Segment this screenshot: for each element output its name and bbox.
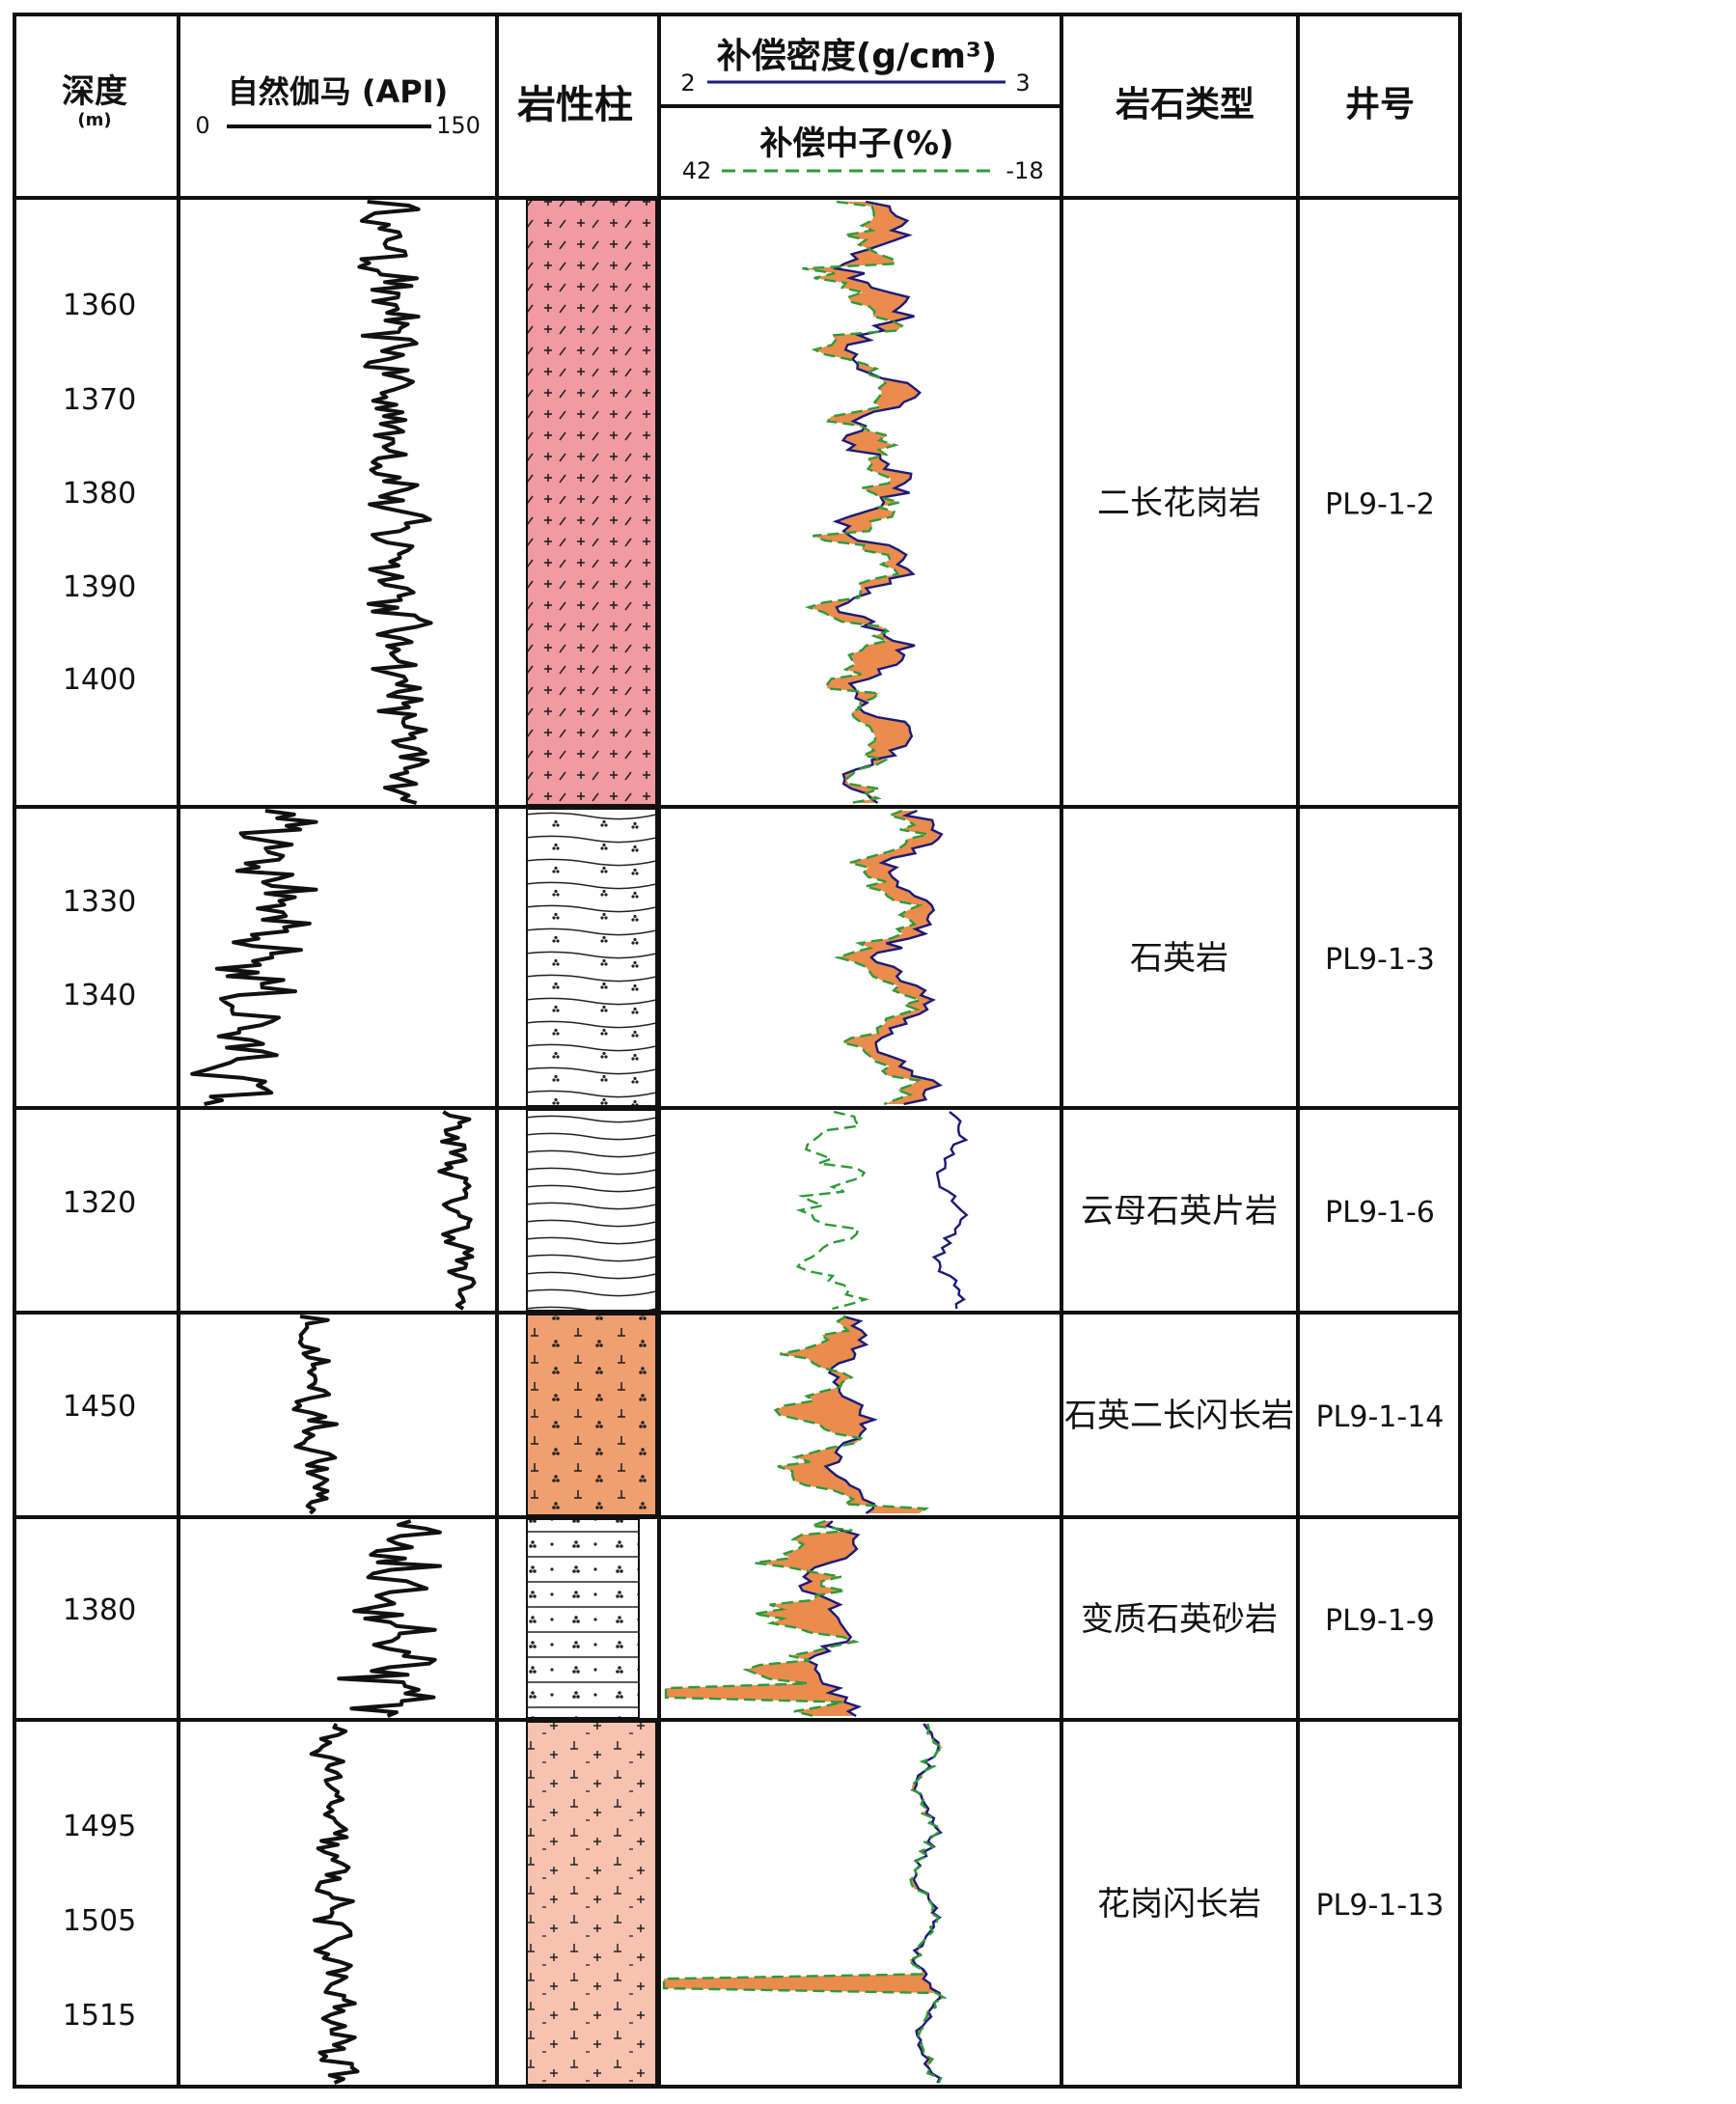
neutron-scale-max: -18 [1006, 157, 1043, 184]
depth-label: 1515 [63, 1999, 136, 2033]
well-label: PL9-1-14 [1316, 1400, 1445, 1434]
gamma-curve [309, 1723, 360, 2085]
depth-label: 1380 [63, 477, 136, 511]
lithology-column [526, 199, 657, 2086]
gamma-curve [437, 1110, 477, 1311]
density-curve [911, 1723, 943, 2084]
sandstone-icon [526, 1518, 640, 1719]
density-curve [832, 200, 922, 804]
depth-label: 1380 [63, 1593, 136, 1627]
granodiorite-icon [526, 1721, 657, 2086]
depth-label: 1400 [63, 663, 136, 697]
crossover-fill [664, 1724, 945, 2083]
depth-label: 1370 [63, 383, 136, 417]
depth-label: 1390 [63, 570, 136, 604]
depth-label: 1330 [63, 885, 136, 919]
depth-unit: (m) [77, 110, 111, 130]
table-grid [13, 13, 1462, 2089]
neutron-curve [802, 200, 904, 805]
rock-type-header: 岩石类型 [1116, 85, 1254, 125]
neutron-curve [773, 1315, 930, 1514]
rock-type-label: 云母石英片岩 [1081, 1192, 1278, 1231]
density-scale-max: 3 [1015, 69, 1030, 97]
neutron-curve [834, 809, 928, 1106]
quartzite-icon [526, 808, 657, 1107]
depth-header: 深度 [62, 72, 127, 111]
gamma-scale-max: 150 [436, 112, 481, 139]
well-label: PL9-1-9 [1325, 1604, 1435, 1638]
table-header: 深度 (m) 自然伽马 (API) 0 150 岩性柱 补偿密度(g/cm³) … [62, 36, 1415, 184]
rock-type-label: 二长花岗岩 [1097, 484, 1261, 523]
depth-label: 1340 [63, 979, 136, 1012]
gamma-curve [337, 1519, 442, 1718]
density-header: 补偿密度(g/cm³) [717, 36, 997, 76]
lithology-header: 岩性柱 [517, 83, 633, 127]
rock-type-label: 石英岩 [1130, 939, 1228, 978]
crossover-fill [802, 202, 921, 803]
neutron-curve [664, 1519, 860, 1718]
crossover-fill [775, 1316, 926, 1513]
rock-type-label: 花岗闪长岩 [1097, 1885, 1261, 1924]
density-curve [869, 809, 944, 1106]
neutron-scale-min: 42 [682, 157, 712, 184]
rock-type-label: 变质石英砂岩 [1081, 1600, 1278, 1639]
table-border [13, 13, 1462, 2089]
section-labels: 1360 1370 1380 1390 1400 二长花岗岩 PL9-1-2 1330 1340… [63, 289, 1445, 2033]
neutron-header: 补偿中子(%) [759, 125, 953, 163]
gamma-curve [357, 200, 433, 805]
granite-pink-icon [526, 199, 657, 806]
gamma-scale-min: 0 [195, 112, 209, 139]
gamma-curve [190, 809, 318, 1106]
log-curves [190, 200, 969, 2085]
schist-icon [526, 1109, 657, 1312]
depth-label: 1495 [63, 1810, 136, 1843]
rock-type-label: 石英二长闪长岩 [1064, 1397, 1294, 1435]
density-curve [823, 1315, 878, 1514]
well-label: PL9-1-6 [1325, 1196, 1435, 1230]
well-label: PL9-1-13 [1316, 1889, 1445, 1923]
neutron-curve [795, 1110, 870, 1311]
well-label: PL9-1-3 [1325, 943, 1435, 977]
crossover-fill [838, 811, 942, 1104]
gamma-curve [291, 1315, 339, 1515]
density-curve [931, 1111, 969, 1310]
well-label: PL9-1-2 [1325, 488, 1435, 522]
depth-label: 1505 [63, 1904, 136, 1938]
density-scale-min: 2 [680, 69, 695, 97]
depth-label: 1450 [63, 1390, 136, 1424]
depth-label: 1320 [63, 1186, 136, 1220]
density-curve [798, 1520, 863, 1718]
well-header: 井号 [1345, 85, 1415, 125]
gamma-header: 自然伽马 (API) [228, 73, 449, 110]
depth-label: 1360 [63, 289, 136, 322]
neutron-curve [662, 1723, 948, 2084]
monzodiorite-icon [526, 1314, 657, 1516]
